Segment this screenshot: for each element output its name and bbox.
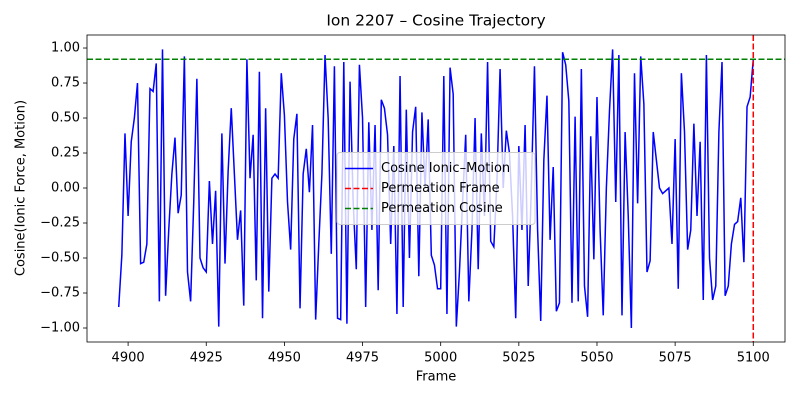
y-axis-label: Cosine(Ionic Force, Motion) [14, 100, 29, 276]
y-tick-label: 0.50 [51, 111, 80, 126]
x-axis-label: Frame [416, 370, 457, 385]
y-tick-label: 0.75 [51, 76, 80, 91]
x-tick-label: 5000 [424, 351, 457, 366]
x-tick-label: 5050 [580, 351, 613, 366]
x-tick-label: 4950 [268, 351, 301, 366]
x-tick-label: 4900 [112, 351, 145, 366]
x-tick-label: 4975 [346, 351, 379, 366]
x-tick-label: 4925 [190, 351, 223, 366]
x-tick-label: 5075 [659, 351, 692, 366]
y-tick-label: 1.00 [51, 41, 80, 56]
legend-label: Permeation Frame [381, 181, 500, 196]
y-tick-label: 0.25 [51, 146, 80, 161]
y-tick-label: −1.00 [40, 321, 80, 336]
y-tick-label: −0.75 [40, 286, 80, 301]
chart-title: Ion 2207 – Cosine Trajectory [326, 12, 545, 30]
y-tick-label: −0.25 [40, 216, 80, 231]
y-tick-label: 0.00 [51, 181, 80, 196]
x-tick-label: 5025 [502, 351, 535, 366]
legend-label: Permeation Cosine [381, 201, 503, 216]
y-tick-label: −0.50 [40, 251, 80, 266]
legend-label: Cosine Ionic–Motion [381, 161, 510, 176]
data-line [117, 49, 755, 329]
plot-frame [86, 34, 786, 343]
legend-box [336, 152, 536, 225]
x-tick-label: 5100 [737, 351, 770, 366]
